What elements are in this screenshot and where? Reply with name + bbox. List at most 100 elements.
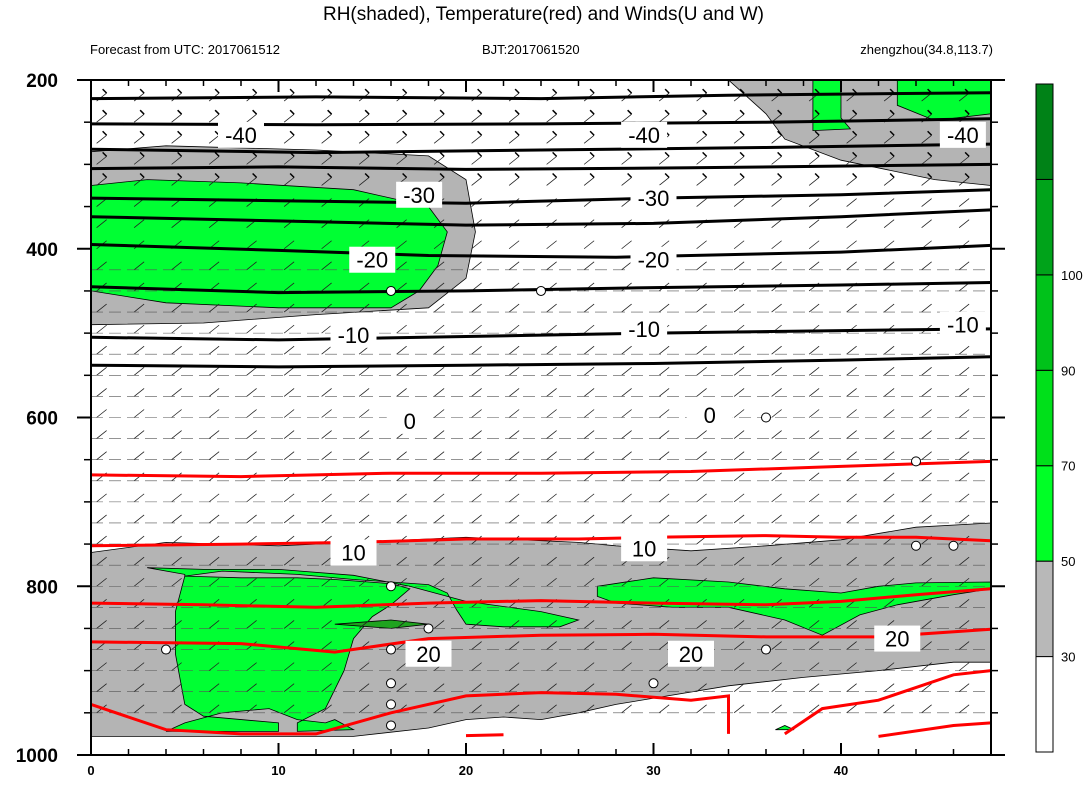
wind-barb [771, 493, 782, 503]
wind-flag [139, 151, 145, 157]
isotherm-label: -40 [947, 123, 979, 148]
wind-barb [958, 303, 970, 313]
wind-barb [771, 134, 782, 144]
wind-barb [208, 134, 220, 144]
wind-barb [921, 704, 932, 714]
wind-barb [846, 683, 857, 693]
wind-barb [508, 704, 520, 714]
wind-barb [133, 451, 145, 460]
wind-barb [658, 345, 670, 355]
wind-barb [246, 409, 257, 418]
wind-barb [583, 493, 595, 503]
wind-barb [321, 261, 332, 271]
wind-barb [96, 198, 107, 207]
wind-barb [808, 430, 820, 439]
wind-barb [958, 430, 970, 439]
wind-barb [846, 177, 857, 186]
wind-barb [508, 493, 520, 503]
colorbar-label: 100 [1061, 268, 1083, 283]
wind-flag [589, 130, 595, 136]
wind-barb [133, 219, 145, 228]
wind-barb [696, 177, 707, 186]
wind-barb [396, 156, 407, 165]
isotherm-line [91, 355, 991, 369]
wind-barb [171, 113, 182, 123]
wind-barb [283, 556, 295, 566]
isotherm-label: -40 [628, 123, 660, 148]
wind-barb [583, 156, 595, 165]
wind-barb [808, 388, 820, 397]
calm-wind-marker [648, 678, 659, 689]
wind-barb [396, 324, 407, 334]
wind-flag [814, 130, 820, 136]
wind-barb [846, 493, 857, 503]
wind-barb [583, 556, 595, 566]
wind-barb [658, 451, 670, 460]
wind-barb [808, 134, 820, 144]
wind-barb [846, 451, 857, 460]
wind-barb [358, 134, 370, 144]
wind-barb [958, 641, 970, 650]
wind-flag [514, 109, 520, 115]
wind-flag [739, 151, 745, 157]
wind-flag [739, 88, 745, 94]
wind-flag [589, 151, 595, 157]
colorbar-label: 70 [1061, 459, 1075, 474]
wind-flag [589, 172, 595, 178]
wind-barb [846, 134, 857, 144]
wind-barb [846, 388, 857, 397]
wind-barb [883, 198, 895, 207]
wind-barb [958, 367, 970, 376]
isotherm-label-box [330, 539, 377, 566]
wind-flag [702, 109, 708, 115]
wind-barb [583, 240, 595, 250]
isotherm-label-box [686, 401, 733, 428]
wind-barb [921, 641, 932, 650]
wind-barb [808, 261, 820, 271]
wind-barb [958, 704, 970, 714]
wind-barb [133, 514, 145, 524]
wind-flag [777, 109, 783, 115]
temperature-isotherm-line [91, 691, 730, 736]
wind-barb [358, 156, 370, 165]
wind-barb [883, 556, 895, 566]
colorbar-segment [1035, 465, 1054, 562]
wind-barb [321, 451, 332, 460]
wind-barb [283, 367, 295, 376]
wind-flag [252, 109, 258, 115]
wind-barb [546, 345, 557, 355]
wind-barb [471, 156, 482, 165]
wind-barb [846, 219, 857, 228]
wind-barb [171, 493, 182, 503]
wind-flag [964, 172, 970, 178]
wind-barb [733, 113, 745, 123]
wind-barb [921, 451, 932, 460]
wind-barb [658, 641, 670, 650]
wind-barb [883, 409, 895, 418]
wind-barb [471, 409, 482, 418]
wind-barb [583, 345, 595, 355]
wind-barb [621, 493, 632, 503]
wind-barb [921, 388, 932, 397]
wind-barb [246, 493, 257, 503]
wind-barb [808, 219, 820, 228]
wind-barb [171, 261, 182, 271]
wind-barb [96, 535, 107, 545]
wind-barb [771, 261, 782, 271]
wind-flag [927, 109, 933, 115]
wind-barb [846, 240, 857, 250]
wind-barb [283, 156, 295, 165]
wind-flag [477, 130, 483, 136]
wind-barb [96, 430, 107, 439]
wind-barb [358, 303, 370, 313]
wind-barb [321, 662, 332, 671]
temperature-isotherm-line [783, 669, 991, 736]
wind-flag [889, 109, 895, 115]
isotherm-line [91, 91, 991, 101]
wind-barb [133, 177, 145, 186]
plot-area: -40 -40 -40 -30 -30 -20 -20 -10 -10 -10 0 0 10 10 20 20… [91, 80, 991, 738]
wind-barb [133, 493, 145, 503]
wind-barb [733, 451, 745, 460]
